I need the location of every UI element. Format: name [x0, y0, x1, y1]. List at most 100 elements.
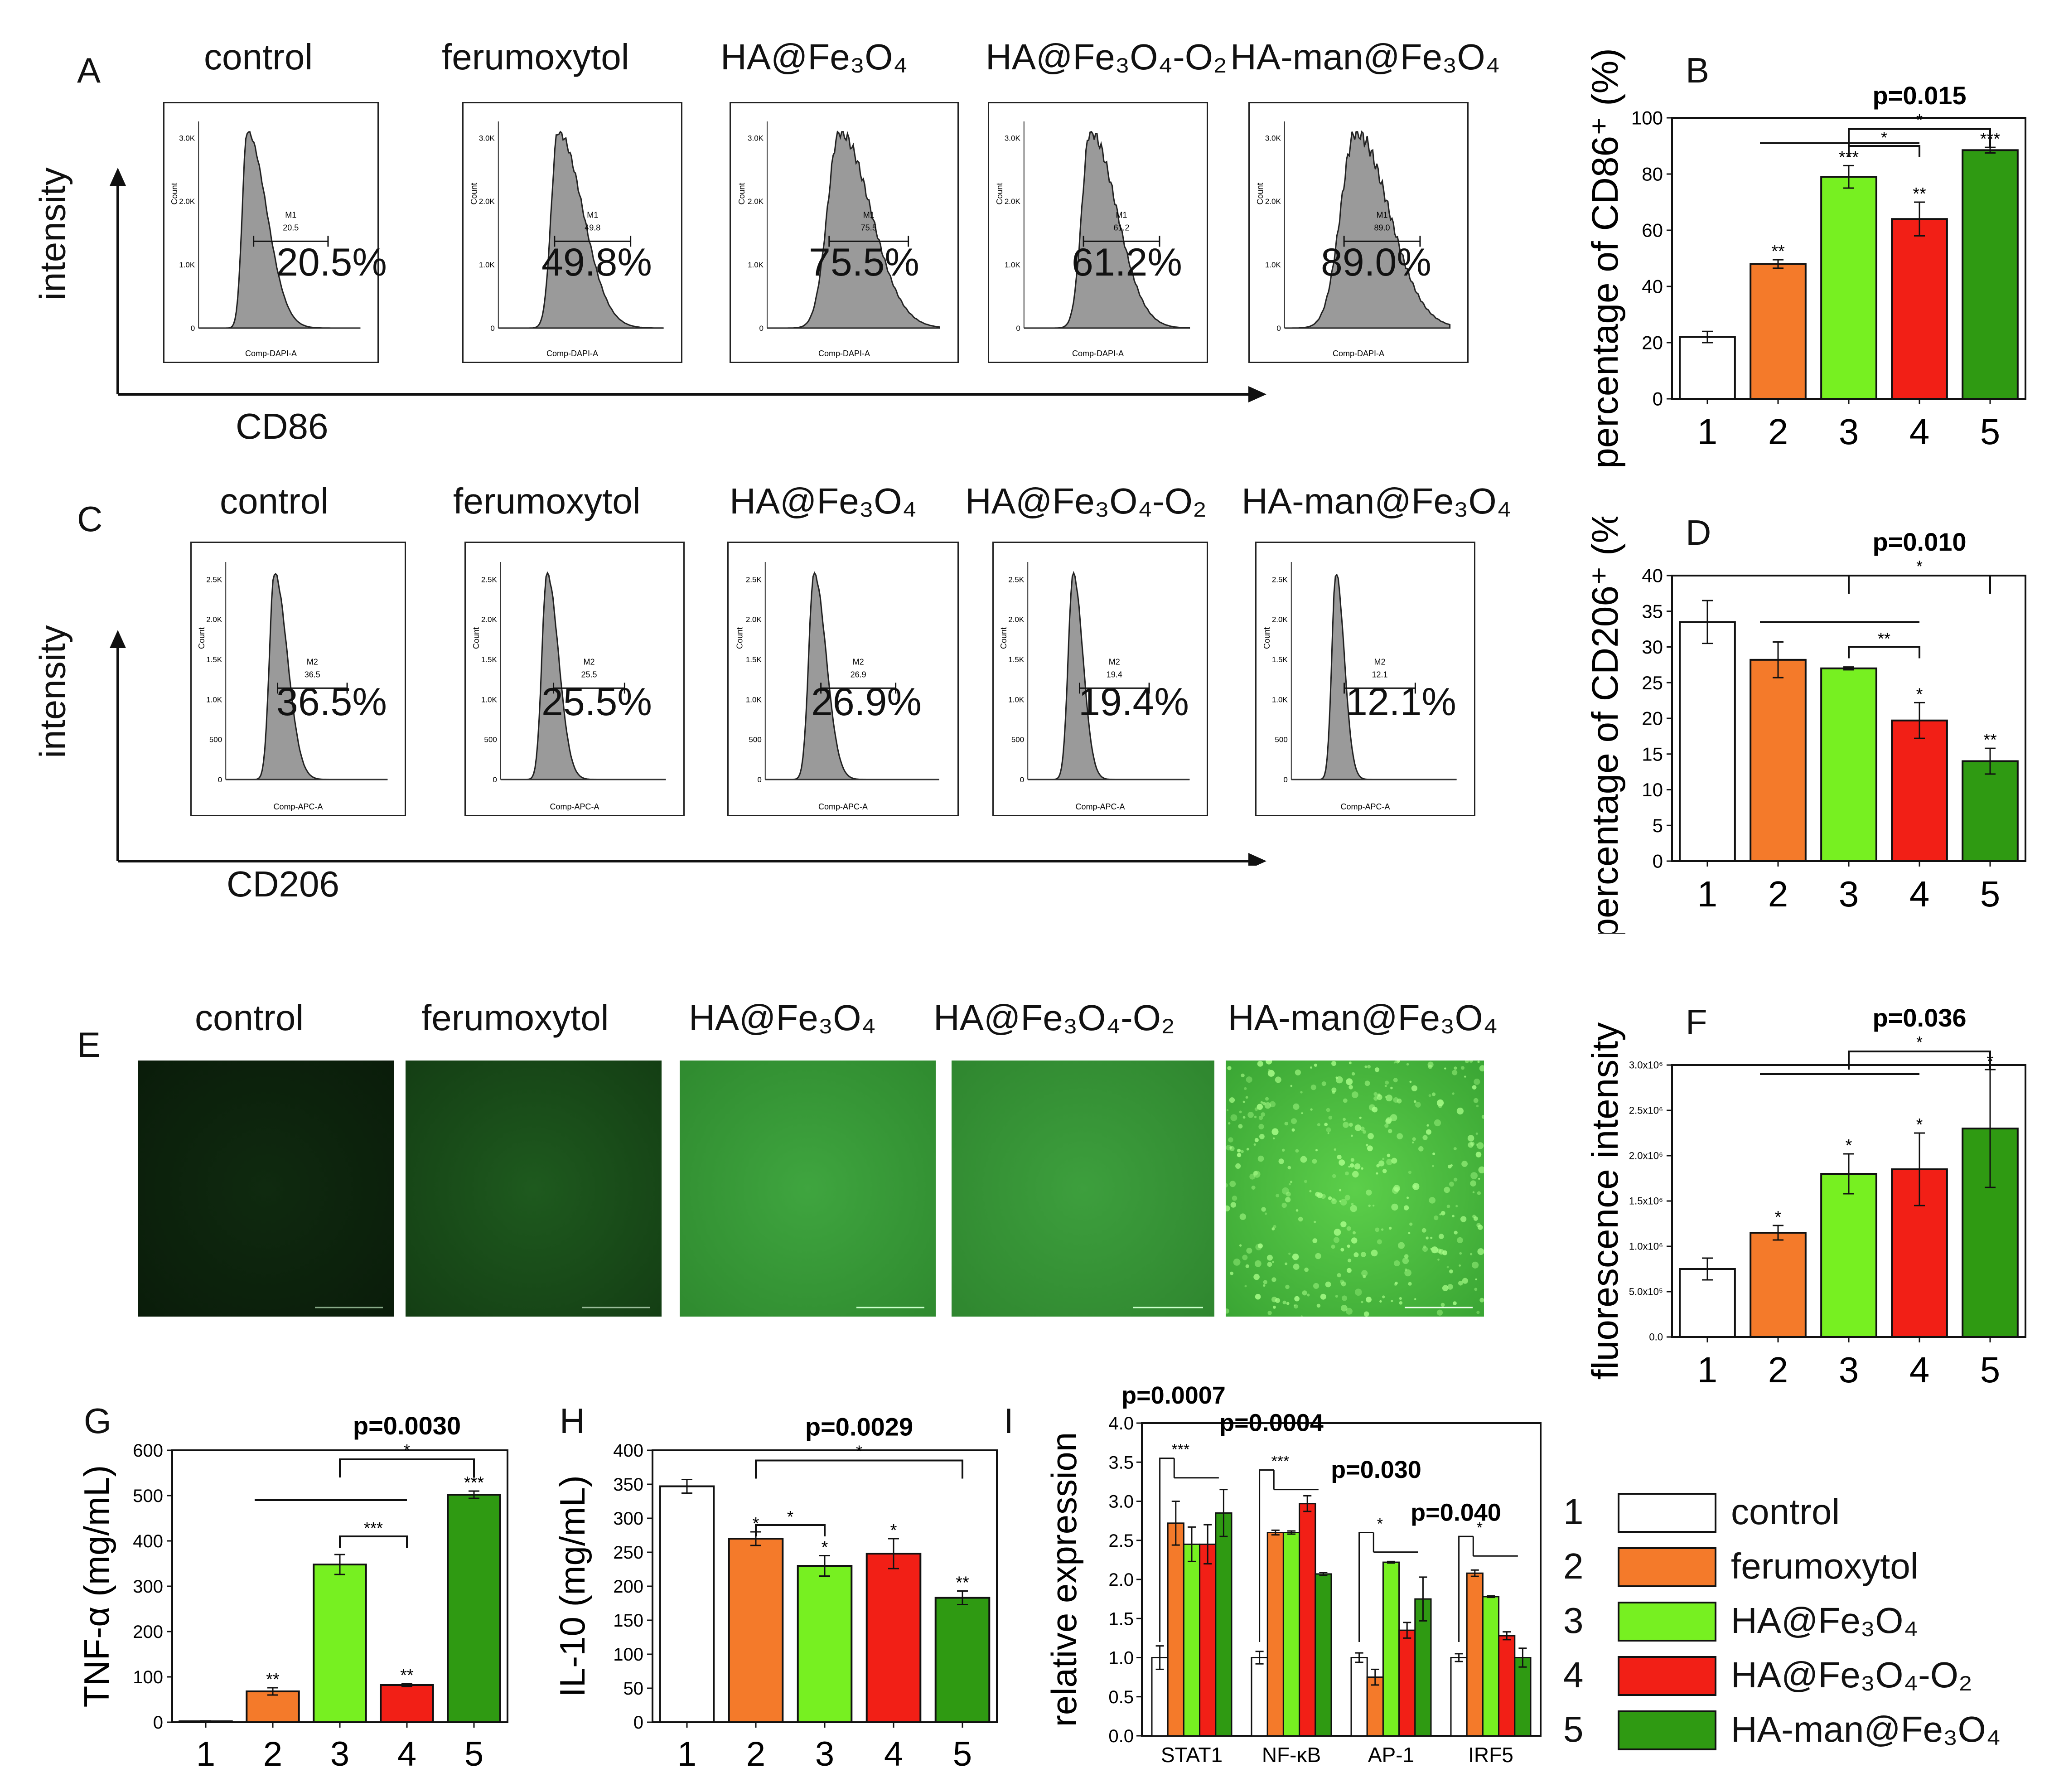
panel-letter-a: A	[77, 50, 101, 90]
y-tick-label: 1.0K	[1005, 261, 1021, 269]
bar	[1366, 1676, 1384, 1737]
flow-histogram: 2.5K 2.0K 1.5K 1.0K 500 0 Count M2 19.4 Comp-APC-…	[992, 542, 1208, 816]
x-tick-label: IRF5	[1468, 1743, 1513, 1767]
p-value-label: p=0.0030	[353, 1411, 461, 1440]
y-tick-label: 250	[613, 1543, 643, 1563]
significance-stars: *	[856, 1442, 862, 1461]
condition-title: HA@Fe₃O₄-O₂	[986, 37, 1228, 77]
histogram-shape	[1024, 131, 1190, 329]
condition-title: control	[195, 998, 304, 1038]
significance-bracket	[1848, 646, 1920, 659]
p-value-label: p=0.036	[1872, 1006, 1966, 1032]
chart-h: 0 50 100 150 200 250 300 350 400 IL-10 (mg/mL) 1 * 2…	[557, 1413, 998, 1773]
gate-value: 49.8	[585, 223, 600, 232]
fluorescence-image-control	[138, 1061, 394, 1317]
gate-name: M1	[587, 210, 598, 219]
flow-histogram: 3.0K 2.0K 1.0K 0 Count M1 75.5 Comp-DAPI-A	[730, 102, 959, 363]
legend-number: 5	[1563, 1709, 1584, 1749]
y-tick-label: 20	[1642, 708, 1663, 729]
y-tick-label: 60	[1642, 220, 1663, 241]
y-tick-label: 100	[613, 1645, 643, 1665]
panel-letter-b: B	[1686, 50, 1710, 90]
panel-letter-i: I	[1004, 1401, 1014, 1441]
fluorescence-image-ferumoxytol	[406, 1061, 662, 1317]
y-tick-label: 1.0K	[1008, 695, 1025, 704]
condition-title: control	[204, 37, 313, 77]
y-tick-label: 2.0K	[206, 615, 222, 624]
p-value-label: p=0.0029	[805, 1413, 913, 1441]
intensity-axis-label: intensity	[32, 167, 73, 300]
significance-stars: *	[1477, 1519, 1483, 1536]
y-tick-label: 2.5K	[746, 575, 762, 584]
condition-title: HA-man@Fe₃O₄	[1242, 481, 1512, 521]
x-tick-label: 3	[1839, 874, 1859, 914]
x-axis-caption: Comp-APC-A	[1075, 802, 1125, 811]
bar	[728, 1538, 784, 1723]
bar	[1679, 336, 1736, 400]
x-tick-label: NF-κB	[1262, 1743, 1321, 1767]
y-tick-label: 0	[153, 1713, 163, 1733]
bar	[1750, 659, 1807, 862]
y-tick-label: 3.0K	[748, 134, 764, 142]
flow-histogram: 2.5K 2.0K 1.5K 1.0K 500 0 Count M2 12.1 Comp-APC-…	[1255, 542, 1475, 816]
significance-stars: ***	[1271, 1453, 1290, 1470]
y-tick-label: 0	[490, 324, 494, 333]
x-tick-label: 1	[196, 1735, 215, 1773]
y-tick-label: 1.5K	[206, 655, 222, 664]
fluorescence-image-ha-fe3o4	[680, 1061, 936, 1317]
gate-name: M2	[1109, 657, 1120, 666]
y-tick-label: 3.0K	[179, 134, 195, 142]
x-tick-label: 2	[746, 1735, 765, 1773]
significance-stars: *	[822, 1538, 828, 1557]
condition-title: ferumoxytol	[453, 481, 641, 521]
fluorescence-image-ha-man-fe3o4	[1226, 1061, 1484, 1317]
y-tick-label: 30	[1642, 636, 1663, 658]
y-tick-label: 1.5x10⁶	[1629, 1196, 1663, 1207]
legend-label: HA@Fe₃O₄-O₂	[1731, 1655, 1973, 1695]
significance-stars: **	[1771, 242, 1785, 261]
y-tick-label: 40	[1642, 565, 1663, 586]
significance-bracket	[339, 1535, 408, 1548]
y-axis-caption: Count	[472, 627, 481, 649]
y-tick-label: 2.0x10⁶	[1629, 1150, 1663, 1162]
y-tick-label: 1.0x10⁶	[1629, 1241, 1663, 1252]
flow-histogram: 3.0K 2.0K 1.0K 0 Count M1 89.0 Comp-DAPI-A	[1248, 102, 1469, 363]
gate-percent-label: 61.2%	[1072, 241, 1182, 284]
y-tick-label: 0.0	[1649, 1332, 1663, 1343]
bar	[1151, 1657, 1169, 1737]
y-tick-label: 0	[759, 324, 764, 333]
legend-number: 3	[1563, 1600, 1584, 1641]
y-tick-label: 3.5	[1108, 1453, 1134, 1472]
legend-item: 4 HA@Fe₃O₄-O₂	[1563, 1654, 2053, 1696]
cd86-axis-label: CD86	[236, 406, 329, 446]
y-tick-label: 500	[209, 736, 222, 744]
legend-label: ferumoxytol	[1731, 1546, 1919, 1586]
y-tick-label: 2.0K	[1008, 615, 1025, 624]
significance-stars: *	[1916, 1033, 1923, 1051]
y-axis-caption: Count	[735, 627, 744, 649]
gate-percent-label: 12.1%	[1346, 680, 1456, 724]
gate-value: 25.5	[581, 670, 597, 679]
y-tick-label: 1.5K	[1008, 655, 1025, 664]
y-tick-label: 150	[613, 1611, 643, 1631]
bar	[1750, 263, 1807, 400]
y-tick-label: 2.5K	[481, 575, 498, 584]
y-tick-label: 3.0x10⁶	[1629, 1060, 1663, 1071]
x-tick-label: 2	[1768, 1350, 1788, 1390]
significance-stars: ***	[1172, 1441, 1190, 1458]
y-tick-label: 500	[749, 736, 761, 744]
x-tick-label: 3	[815, 1735, 834, 1773]
significance-bracket	[1458, 1535, 1474, 1642]
fluorescence-image-ha-fe3o4-o2	[952, 1061, 1214, 1317]
y-tick-label: 2.5K	[1008, 575, 1025, 584]
y-tick-label: 200	[133, 1622, 163, 1642]
x-tick-label: 3	[330, 1735, 349, 1773]
significance-stars: *	[1916, 685, 1923, 704]
bar	[246, 1690, 300, 1723]
y-axis-caption: Count	[1256, 183, 1265, 204]
legend-swatch	[1618, 1602, 1716, 1642]
y-axis-label: percentage of CD206⁺ (%)	[1585, 517, 1626, 934]
panel-letter-d: D	[1686, 513, 1711, 552]
condition-title: HA@Fe₃O₄	[730, 481, 917, 521]
